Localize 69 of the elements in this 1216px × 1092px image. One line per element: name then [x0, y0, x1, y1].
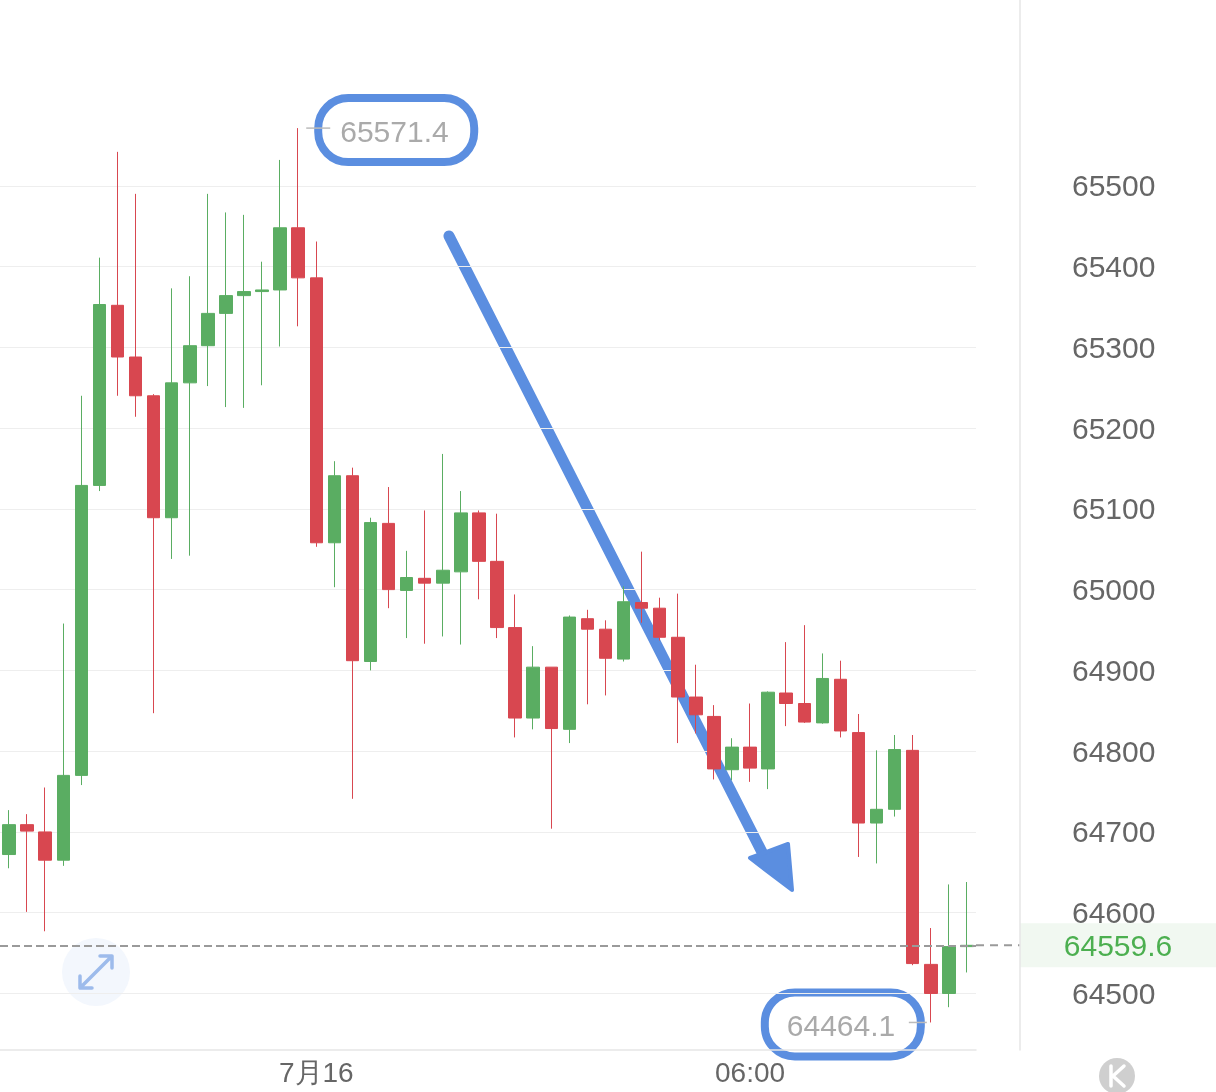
candlestick	[183, 275, 197, 557]
candlestick	[147, 393, 160, 714]
y-tick-label: 64800	[1072, 734, 1156, 768]
candlestick	[436, 453, 450, 637]
candlestick	[526, 645, 540, 730]
annotation: 64464.1	[786, 1008, 896, 1042]
candlestick	[545, 666, 558, 830]
candlestick	[834, 660, 847, 738]
candlestick	[816, 652, 829, 725]
candlestick	[57, 623, 70, 867]
candlestick	[291, 127, 305, 327]
candlestick	[671, 593, 685, 744]
candlestick	[906, 734, 919, 966]
y-tick-label: 64500	[1072, 976, 1156, 1010]
candlestick	[599, 619, 612, 696]
candlestick	[924, 927, 938, 1023]
candlestick	[201, 193, 215, 387]
candlestick	[743, 703, 757, 783]
candlestick	[75, 395, 88, 786]
candlestick	[2, 809, 16, 869]
candlestick	[508, 593, 522, 738]
y-tick-label: 65200	[1072, 411, 1156, 445]
candlestick	[129, 193, 142, 418]
candlestick	[400, 550, 413, 639]
candlestick	[888, 734, 901, 818]
candlestick	[725, 737, 739, 781]
candlestick	[563, 614, 576, 744]
candlestick	[20, 813, 34, 913]
candlestick	[635, 551, 648, 624]
candlestick	[490, 513, 504, 639]
candlestick	[273, 159, 287, 347]
candlestick	[310, 241, 323, 548]
candlestick	[870, 749, 883, 864]
candlestick	[454, 490, 468, 646]
ref-line-label: 64559.6	[1063, 928, 1173, 962]
candlestick	[382, 486, 395, 609]
y-tick-label: 65300	[1072, 330, 1156, 364]
candlestick	[328, 460, 341, 588]
y-tick-label: 65100	[1072, 492, 1156, 526]
candlestick	[942, 883, 956, 1008]
y-tick-label: 64900	[1072, 653, 1156, 687]
candlestick	[798, 624, 811, 724]
y-tick-label: 65000	[1072, 573, 1156, 607]
candlestick	[93, 257, 106, 492]
candlestick	[418, 509, 431, 645]
y-tick-label: 65400	[1072, 250, 1156, 284]
candlestick	[255, 261, 269, 386]
y-tick-label: 65500	[1072, 169, 1156, 203]
candlestick	[689, 664, 703, 734]
candlestick	[653, 597, 666, 641]
candlestick	[38, 787, 52, 932]
candlestick	[707, 704, 721, 780]
candlestick	[472, 509, 486, 600]
x-tick-label: 06:00	[715, 1056, 786, 1088]
candlestick	[237, 214, 251, 409]
candlestick	[779, 641, 793, 727]
candlestick	[219, 211, 233, 408]
y-tick-label: 64700	[1072, 815, 1156, 849]
candlestick	[852, 713, 865, 858]
candlestick	[165, 287, 178, 560]
candlestick	[111, 151, 124, 397]
candlestick	[346, 467, 359, 800]
candlestick	[617, 585, 630, 662]
annotation: 65571.4	[340, 114, 449, 148]
candlestick	[581, 609, 594, 705]
x-tick-label: 7月16	[278, 1056, 354, 1088]
candlestick	[761, 690, 775, 790]
y-tick-label: 64600	[1072, 896, 1156, 930]
candlestick	[364, 517, 377, 671]
